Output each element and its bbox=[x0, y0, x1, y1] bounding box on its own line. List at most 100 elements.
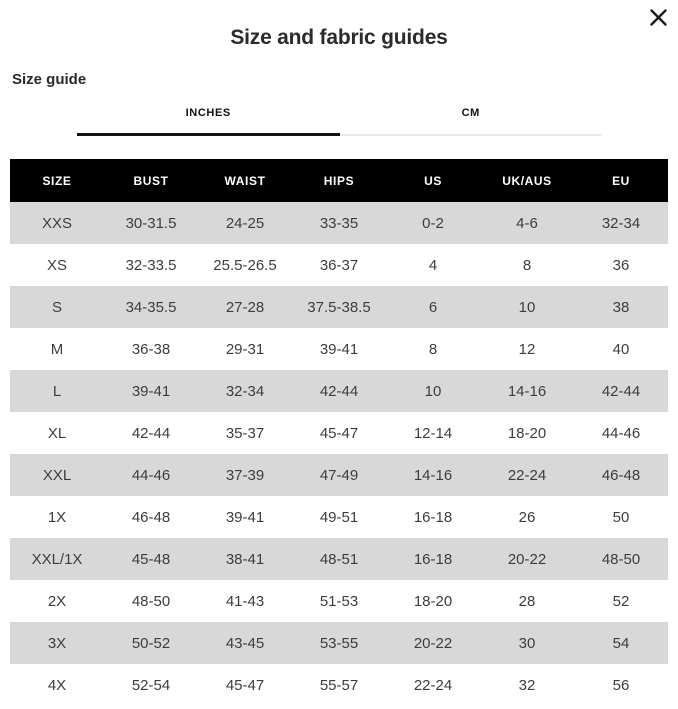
table-cell: 32-34 bbox=[225, 382, 265, 400]
table-cell: 27-28 bbox=[225, 298, 265, 316]
table-cell: 29-31 bbox=[225, 340, 265, 358]
table-cell: 16-18 bbox=[413, 550, 453, 568]
table-cell: 25.5-26.5 bbox=[213, 256, 277, 274]
table-cell: 30 bbox=[518, 634, 536, 652]
column-header-us: US bbox=[386, 159, 480, 202]
tab-cm-label: CM bbox=[461, 107, 480, 119]
table-cell: 39-41 bbox=[225, 508, 265, 526]
table-cell: 53-55 bbox=[319, 634, 359, 652]
size-table-head: SIZE BUST WAIST HIPS US UK/AUS EU bbox=[10, 159, 668, 202]
table-cell: 42-44 bbox=[601, 382, 641, 400]
table-row: 1X 46-48 39-41 49-51 16-18 26 50 bbox=[10, 496, 668, 538]
table-cell: 45-48 bbox=[131, 550, 171, 568]
table-cell: 39-41 bbox=[131, 382, 171, 400]
table-cell: 36-38 bbox=[131, 340, 171, 358]
size-label-cell: XXL bbox=[42, 466, 72, 484]
table-cell: 39-41 bbox=[319, 340, 359, 358]
table-cell: 22-24 bbox=[507, 466, 547, 484]
table-cell: 0-2 bbox=[422, 214, 444, 232]
table-cell: 12 bbox=[518, 340, 536, 358]
size-table-head-row: SIZE BUST WAIST HIPS US UK/AUS EU bbox=[10, 159, 668, 202]
size-label-cell: S bbox=[51, 298, 62, 316]
table-cell: 18-20 bbox=[507, 424, 547, 442]
column-header-waist: WAIST bbox=[198, 159, 292, 202]
table-cell: 36-37 bbox=[319, 256, 359, 274]
table-cell: 48-50 bbox=[131, 592, 171, 610]
size-label-cell: L bbox=[52, 382, 62, 400]
table-cell: 33-35 bbox=[319, 214, 359, 232]
size-guide-heading: Size guide bbox=[12, 71, 87, 88]
table-cell: 20-22 bbox=[507, 550, 547, 568]
table-cell: 41-43 bbox=[225, 592, 265, 610]
column-header-bust: BUST bbox=[104, 159, 198, 202]
table-cell: 6 bbox=[428, 298, 438, 316]
tab-inches-label: INCHES bbox=[185, 107, 231, 119]
size-table: SIZE BUST WAIST HIPS US UK/AUS EU XXS 30-31.5 24… bbox=[10, 159, 668, 706]
size-label-cell: XS bbox=[46, 256, 67, 274]
table-cell: 10 bbox=[518, 298, 536, 316]
table-cell: 4 bbox=[428, 256, 438, 274]
tab-cm[interactable]: CM bbox=[339, 101, 602, 136]
table-cell: 50 bbox=[612, 508, 630, 526]
table-cell: 48-50 bbox=[601, 550, 641, 568]
table-cell: 4-6 bbox=[516, 214, 538, 232]
table-cell: 51-53 bbox=[319, 592, 359, 610]
size-label-cell: 3X bbox=[47, 634, 67, 652]
table-cell: 32-33.5 bbox=[125, 256, 177, 274]
size-label-cell: M bbox=[50, 340, 64, 358]
size-label-cell: 1X bbox=[47, 508, 67, 526]
table-row: XXL/1X 45-48 38-41 48-51 16-18 20-22 48-50 bbox=[10, 538, 668, 580]
table-cell: 12-14 bbox=[413, 424, 453, 442]
table-cell: 50-52 bbox=[131, 634, 171, 652]
table-cell: 46-48 bbox=[601, 466, 641, 484]
table-row: M 36-38 29-31 39-41 8 12 40 bbox=[10, 328, 668, 370]
tab-inches[interactable]: INCHES bbox=[77, 101, 340, 136]
table-cell: 36 bbox=[612, 256, 630, 274]
column-header-eu: EU bbox=[574, 159, 668, 202]
size-label-cell: XXL/1X bbox=[31, 550, 83, 568]
close-button[interactable] bbox=[645, 4, 671, 30]
table-cell: 32 bbox=[518, 676, 536, 694]
table-cell: 26 bbox=[518, 508, 536, 526]
table-cell: 56 bbox=[612, 676, 630, 694]
column-header-uk-aus: UK/AUS bbox=[480, 159, 574, 202]
table-cell: 24-25 bbox=[225, 214, 265, 232]
table-cell: 38-41 bbox=[225, 550, 265, 568]
table-row: 4X 52-54 45-47 55-57 22-24 32 56 bbox=[10, 664, 668, 706]
table-cell: 46-48 bbox=[131, 508, 171, 526]
table-cell: 45-47 bbox=[225, 676, 265, 694]
table-row: XXL 44-46 37-39 47-49 14-16 22-24 46-48 bbox=[10, 454, 668, 496]
table-row: XS 32-33.5 25.5-26.5 36-37 4 8 36 bbox=[10, 244, 668, 286]
table-cell: 38 bbox=[612, 298, 630, 316]
table-cell: 18-20 bbox=[413, 592, 453, 610]
table-cell: 14-16 bbox=[507, 382, 547, 400]
table-cell: 44-46 bbox=[131, 466, 171, 484]
column-header-hips: HIPS bbox=[292, 159, 386, 202]
close-icon bbox=[649, 8, 668, 27]
table-cell: 22-24 bbox=[413, 676, 453, 694]
table-cell: 35-37 bbox=[225, 424, 265, 442]
table-row: L 39-41 32-34 42-44 10 14-16 42-44 bbox=[10, 370, 668, 412]
column-header-size: SIZE bbox=[10, 159, 104, 202]
table-cell: 52-54 bbox=[131, 676, 171, 694]
table-cell: 10 bbox=[424, 382, 442, 400]
table-cell: 30-31.5 bbox=[125, 214, 177, 232]
table-row: S 34-35.5 27-28 37.5-38.5 6 10 38 bbox=[10, 286, 668, 328]
table-cell: 54 bbox=[612, 634, 630, 652]
table-cell: 45-47 bbox=[319, 424, 359, 442]
table-cell: 43-45 bbox=[225, 634, 265, 652]
table-row: 2X 48-50 41-43 51-53 18-20 28 52 bbox=[10, 580, 668, 622]
table-cell: 52 bbox=[612, 592, 630, 610]
table-cell: 20-22 bbox=[413, 634, 453, 652]
size-label-cell: XXS bbox=[41, 214, 72, 232]
table-cell: 37.5-38.5 bbox=[307, 298, 371, 316]
table-cell: 44-46 bbox=[601, 424, 641, 442]
size-label-cell: XL bbox=[47, 424, 67, 442]
table-cell: 8 bbox=[522, 256, 532, 274]
table-cell: 42-44 bbox=[131, 424, 171, 442]
table-cell: 34-35.5 bbox=[125, 298, 177, 316]
table-row: XXS 30-31.5 24-25 33-35 0-2 4-6 32-34 bbox=[10, 202, 668, 244]
table-row: XL 42-44 35-37 45-47 12-14 18-20 44-46 bbox=[10, 412, 668, 454]
table-cell: 55-57 bbox=[319, 676, 359, 694]
table-row: 3X 50-52 43-45 53-55 20-22 30 54 bbox=[10, 622, 668, 664]
